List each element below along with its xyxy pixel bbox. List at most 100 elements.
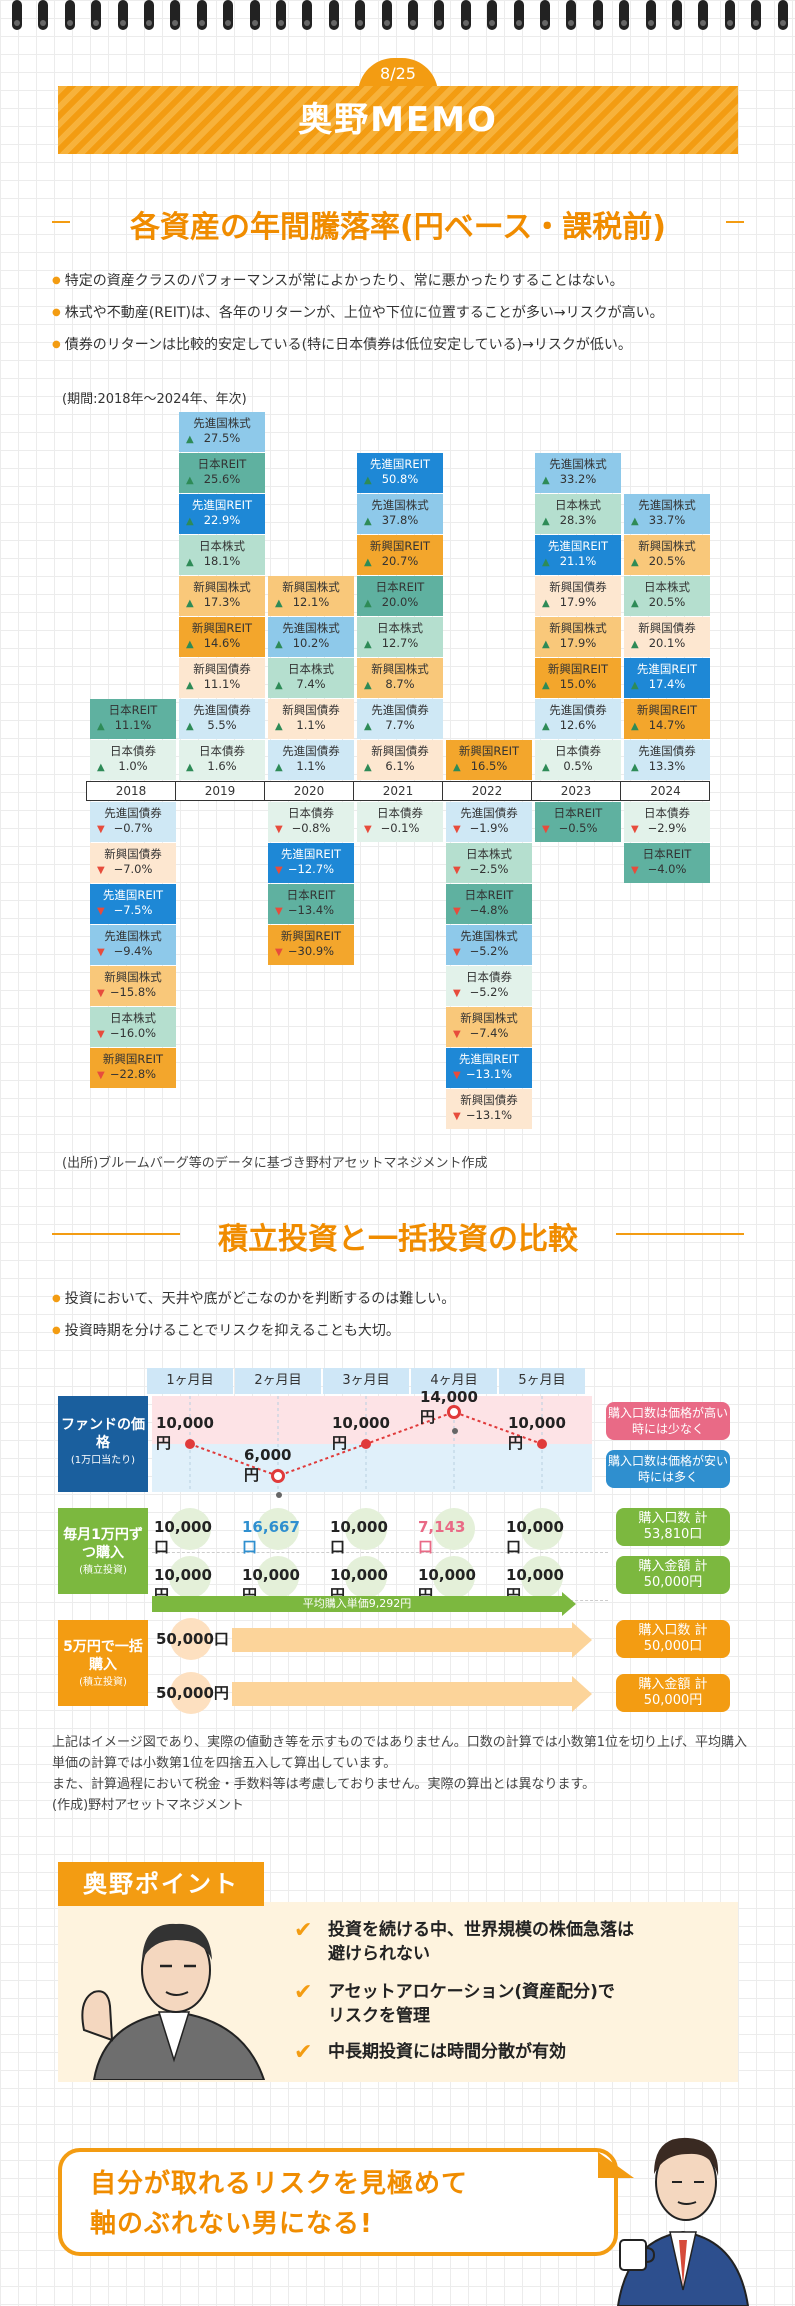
return-value: 11.1%: [203, 677, 241, 691]
return-cell: 日本株式 28.3% ▲: [535, 494, 621, 534]
arrow-down-icon: ▼: [453, 947, 461, 958]
lump-amount: 50,000円: [156, 1684, 229, 1702]
return-cell: 新興国債券 17.9% ▲: [535, 576, 621, 616]
arrow-down-icon: ▼: [97, 947, 105, 958]
title-line-left: [52, 221, 70, 223]
memo-banner: 奥野MEMO: [58, 86, 738, 154]
return-cell: 日本REIT 20.0% ▲: [357, 576, 443, 616]
arrow-down-icon: ▼: [542, 824, 550, 835]
year-label: 2021: [354, 782, 443, 800]
asset-name: 先進国REIT: [102, 888, 164, 902]
check-icon: ✔: [294, 2040, 313, 2065]
asset-name: 先進国債券: [104, 806, 162, 820]
return-value: 8.7%: [385, 677, 415, 691]
arrow-up-icon: ▲: [186, 557, 194, 568]
bubble-tail: [598, 2152, 634, 2178]
return-value: 12.7%: [381, 636, 419, 650]
arrow-up-icon: ▲: [453, 762, 461, 773]
binder-ring: [513, 0, 524, 30]
return-value: −7.5%: [113, 903, 153, 917]
unit-circle: [257, 1508, 299, 1550]
return-cell: 新興国REIT 15.0% ▲: [535, 658, 621, 698]
return-value: 25.6%: [203, 472, 241, 486]
return-cell: 先進国株式 33.2% ▲: [535, 453, 621, 493]
section1-bullets: 特定の資産クラスのパフォーマンスが常によかったり、常に悪かったりすることはない。…: [52, 272, 752, 368]
arrow-up-icon: ▲: [542, 557, 550, 568]
arrow-up-icon: ▲: [631, 557, 639, 568]
return-value: 16.5%: [470, 759, 508, 773]
returns-chart: 日本REIT 11.1% ▲ 日本債券 1.0% ▲ 先進国債券 −0.7% ▼ 新興国債券 −7.…: [0, 0, 795, 1140]
return-cell: 先進国REIT 22.9% ▲: [179, 494, 265, 534]
return-value: 20.0%: [381, 595, 419, 609]
binder-rings: [0, 0, 795, 34]
arrow-up-icon: ▲: [186, 639, 194, 650]
lump-units: 50,000口: [156, 1630, 229, 1648]
arrow-up-icon: ▲: [275, 639, 283, 650]
return-cell: 日本REIT −4.0% ▼: [624, 843, 710, 883]
return-value: 17.3%: [203, 595, 241, 609]
return-cell: 先進国REIT −7.5% ▼: [90, 884, 176, 924]
unit-circle: [169, 1556, 211, 1598]
lump-amount-arrow: [232, 1682, 572, 1706]
month-tab: 3ヶ月目: [323, 1368, 409, 1394]
asset-name: 日本債券: [199, 744, 245, 758]
asset-name: 先進国REIT: [369, 457, 431, 471]
return-value: 20.7%: [381, 554, 419, 568]
asset-name: 先進国株式: [104, 929, 162, 943]
month-tab: 1ヶ月目: [147, 1368, 233, 1394]
return-value: −13.4%: [287, 903, 335, 917]
asset-name: 日本債券: [377, 806, 423, 820]
note-line: また、計算過程において税金・手数料等は考慮しておりません。実際の算出とは異なりま…: [52, 1777, 596, 1792]
arrow-down-icon: ▼: [631, 865, 639, 876]
dca-total-units: 購入口数 計53,810口: [616, 1508, 730, 1546]
lump-units-circle: [170, 1618, 212, 1660]
return-cell: 先進国債券 7.7% ▲: [357, 699, 443, 739]
point-tag: 奥野ポイント: [58, 1862, 264, 1906]
asset-name: 新興国REIT: [458, 744, 520, 758]
return-cell: 日本債券 −0.8% ▼: [268, 802, 354, 842]
return-cell: 新興国株式 12.1% ▲: [268, 576, 354, 616]
return-value: 11.1%: [114, 718, 152, 732]
return-value: 28.3%: [559, 513, 597, 527]
bullet-item: 債券のリターンは比較的安定している(特に日本債券は低位安定している)→リスクが低…: [52, 336, 752, 354]
avg-price-arrowhead: [562, 1592, 576, 1616]
row-divider: [152, 1552, 608, 1553]
unit-circle: [345, 1556, 387, 1598]
return-cell: 新興国株式 −15.8% ▼: [90, 966, 176, 1006]
lump-total-amount: 購入金額 計50,000円: [616, 1674, 730, 1712]
asset-name: 新興国株式: [104, 970, 162, 984]
return-cell: 新興国株式 17.3% ▲: [179, 576, 265, 616]
unit-circle: [257, 1556, 299, 1598]
asset-name: 先進国株式: [460, 929, 518, 943]
return-value: 0.5%: [563, 759, 593, 773]
title-line-left: [52, 1233, 180, 1235]
unit-circle: [345, 1508, 387, 1550]
asset-name: 先進国REIT: [636, 662, 698, 676]
year-axis: 2018 2019 2020 2021 2022 2023 2024: [86, 781, 710, 801]
arrow-up-icon: ▲: [364, 721, 372, 732]
fund-price-title: ファンドの価格: [61, 1417, 145, 1451]
arrow-up-icon: ▲: [364, 516, 372, 527]
asset-name: 日本株式: [110, 1011, 156, 1025]
return-cell: 先進国債券 13.3% ▲: [624, 740, 710, 780]
return-cell: 先進国債券 12.6% ▲: [535, 699, 621, 739]
asset-name: 新興国REIT: [636, 703, 698, 717]
binder-ring: [223, 0, 234, 30]
return-value: −7.0%: [113, 862, 153, 876]
return-cell: 日本REIT −4.8% ▼: [446, 884, 532, 924]
note-high-price: 購入口数は価格が高い時には少なく: [606, 1402, 730, 1440]
asset-name: 先進国株式: [193, 416, 251, 430]
return-cell: 先進国REIT −12.7% ▼: [268, 843, 354, 883]
return-cell: 日本REIT −13.4% ▼: [268, 884, 354, 924]
arrow-up-icon: ▲: [542, 762, 550, 773]
return-cell: 日本REIT 11.1% ▲: [90, 699, 176, 739]
return-value: 17.9%: [559, 636, 597, 650]
return-value: 20.5%: [648, 554, 686, 568]
avg-price-arrow: 平均購入単価9,292円: [152, 1596, 562, 1612]
year-label: 2022: [443, 782, 532, 800]
year-label: 2019: [176, 782, 265, 800]
arrow-down-icon: ▼: [364, 824, 372, 835]
lump-units-arrow: [232, 1628, 572, 1652]
arrow-down-icon: ▼: [97, 1070, 105, 1081]
return-cell: 新興国株式 −7.4% ▼: [446, 1007, 532, 1047]
